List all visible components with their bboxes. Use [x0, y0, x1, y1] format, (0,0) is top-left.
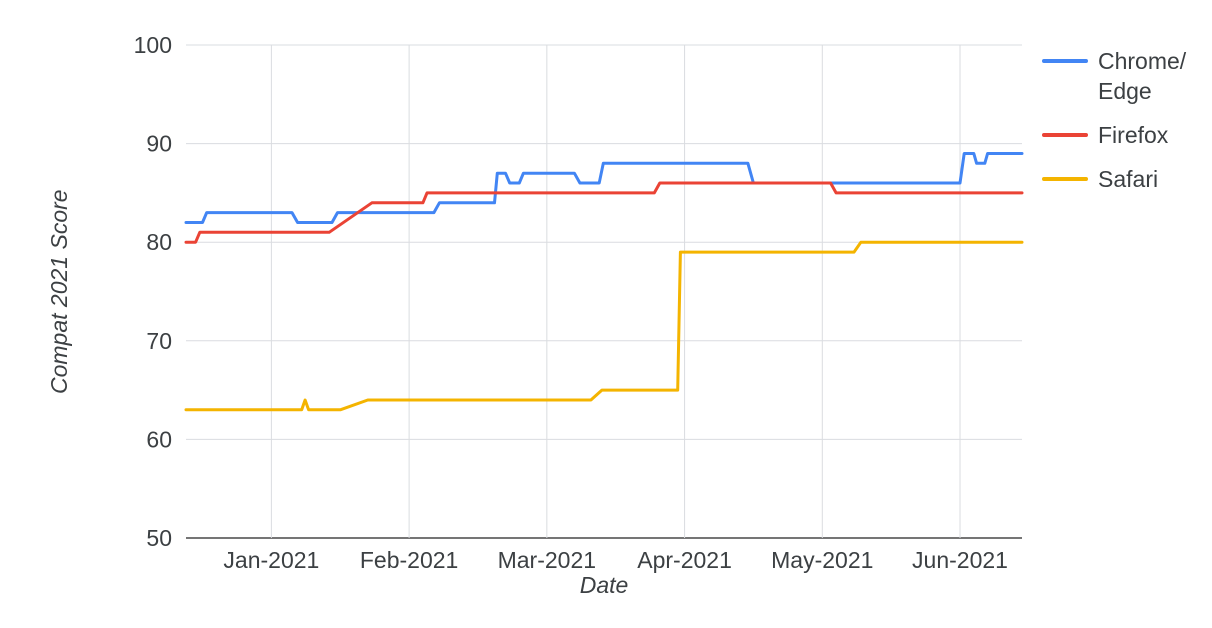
series-line-chrome-edge	[184, 152, 1024, 224]
series-line-firefox	[184, 181, 1024, 244]
legend-swatch-chrome-edge	[1042, 59, 1088, 63]
legend-item-firefox: Firefox	[1042, 120, 1190, 150]
x-tick-label: May-2021	[771, 547, 873, 573]
y-tick-label: 80	[146, 229, 172, 255]
legend-item-safari: Safari	[1042, 164, 1190, 194]
x-tick-label: Jun-2021	[912, 547, 1008, 573]
y-tick-label: 100	[134, 32, 172, 58]
legend-swatch-firefox	[1042, 133, 1088, 137]
y-tick-label: 70	[146, 328, 172, 354]
legend-item-chrome-edge: Chrome/​Edge	[1042, 46, 1190, 106]
x-tick-label: Apr-2021	[637, 547, 732, 573]
x-tick-label: Feb-2021	[360, 547, 458, 573]
legend-label-safari: Safari	[1098, 166, 1159, 192]
y-tick-label: 60	[146, 426, 172, 452]
x-tick-label: Mar-2021	[498, 547, 596, 573]
chart-legend: Chrome/​Edge Firefox Safari	[1042, 46, 1190, 194]
series-line-safari	[184, 240, 1024, 412]
y-tick-label: 50	[146, 525, 172, 551]
legend-label-firefox: Firefox	[1098, 122, 1169, 148]
x-axis-title: Date	[579, 572, 629, 598]
legend-swatch-safari	[1042, 177, 1088, 181]
legend-label-chrome-edge: Chrome/​Edge	[1098, 48, 1187, 104]
y-tick-label: 90	[146, 131, 172, 157]
y-axis-title: Compat 2021 Score	[46, 189, 72, 394]
x-tick-label: Jan-2021	[223, 547, 319, 573]
